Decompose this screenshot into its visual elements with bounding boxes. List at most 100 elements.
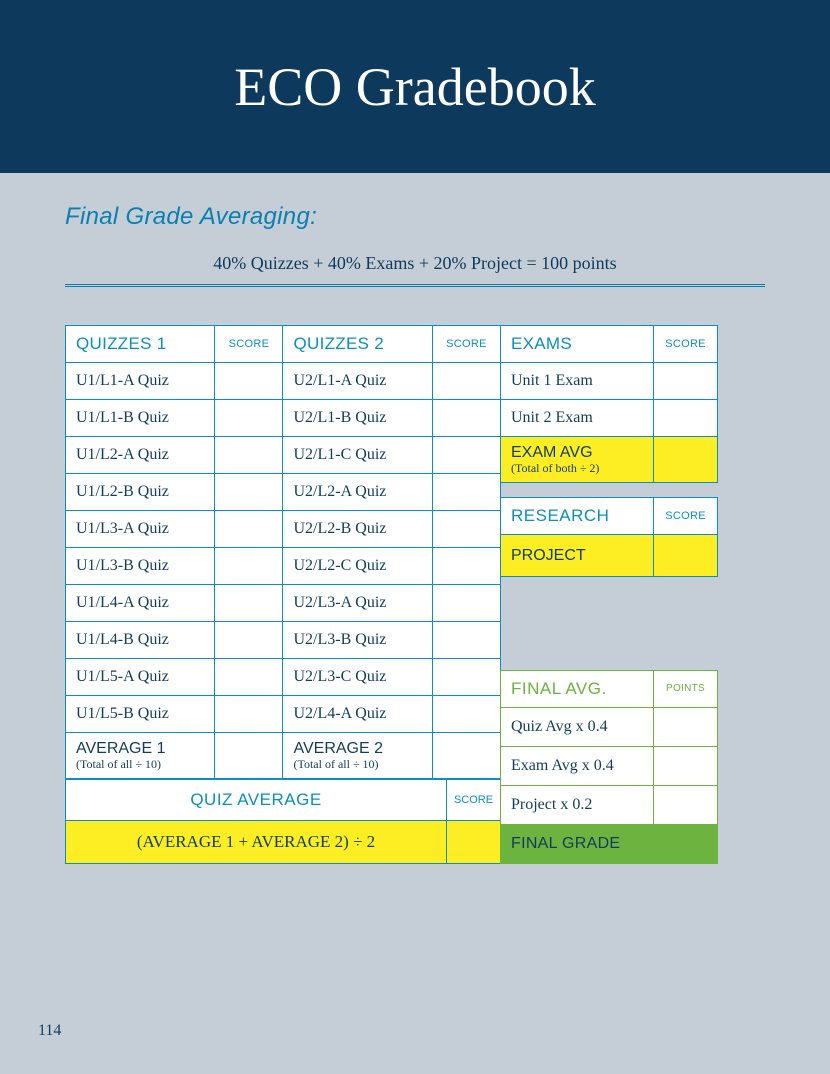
quiz-label: U2/L2-C Quiz [283, 548, 432, 585]
quiz-header-row: QUIZZES 1 SCORE QUIZZES 2 SCORE [66, 326, 501, 363]
score-cell [432, 400, 500, 437]
exam-avg-sub: (Total of both ÷ 2) [511, 462, 643, 475]
average2-label: AVERAGE 2 [293, 740, 383, 757]
quiz-label: U2/L3-B Quiz [283, 622, 432, 659]
quizzes2-header: QUIZZES 2 [283, 326, 432, 363]
quizzes1-header: QUIZZES 1 [66, 326, 215, 363]
exam-block: EXAMS SCORE Unit 1 Exam Unit 2 Exam EXAM… [500, 325, 718, 483]
score-cell [215, 363, 283, 400]
score-cell [215, 696, 283, 733]
score-cell [215, 733, 283, 779]
quiz-label: U2/L2-A Quiz [283, 474, 432, 511]
subtitle: Final Grade Averaging: [65, 203, 765, 231]
project-row: PROJECT [501, 534, 718, 577]
quiz-average-table: QUIZ AVERAGE SCORE (AVERAGE 1 + AVERAGE … [65, 779, 501, 864]
score-cell [432, 733, 500, 779]
score-cell [432, 363, 500, 400]
final-points-header: POINTS [654, 670, 718, 707]
quiz-label: U2/L4-A Quiz [283, 696, 432, 733]
final-avg-table: FINAL AVG. POINTS Quiz Avg x 0.4 Exam Av… [500, 670, 718, 864]
table-row: Unit 1 Exam [501, 363, 718, 400]
average2-sub: (Total of all ÷ 10) [293, 758, 421, 771]
score-cell [432, 622, 500, 659]
left-column: QUIZZES 1 SCORE QUIZZES 2 SCORE U1/L1-A … [65, 325, 501, 864]
page-number: 114 [38, 1022, 61, 1040]
exams-score-header: SCORE [654, 326, 718, 363]
exam-avg-cell: EXAM AVG(Total of both ÷ 2) [501, 437, 654, 483]
score-cell [654, 363, 718, 400]
score-cell [215, 437, 283, 474]
quiz-average-score-header: SCORE [447, 779, 501, 820]
qavg-header-row: QUIZ AVERAGE SCORE [66, 779, 501, 820]
score-cell [432, 511, 500, 548]
quiz-average-header: QUIZ AVERAGE [66, 779, 447, 820]
table-row: U1/L3-A Quiz U2/L2-B Quiz [66, 511, 501, 548]
exam-label: Unit 1 Exam [501, 363, 654, 400]
score-cell [215, 400, 283, 437]
score-cell [447, 820, 501, 863]
table-row: U1/L5-A QuizU2/L3-C Quiz [66, 659, 501, 696]
score-cell [654, 707, 718, 746]
score-cell [432, 437, 500, 474]
quiz-label: U2/L3-A Quiz [283, 585, 432, 622]
quiz-label: U2/L2-B Quiz [283, 511, 432, 548]
quiz-label: U2/L1-A Quiz [283, 363, 432, 400]
quiz-label: U1/L1-A Quiz [66, 363, 215, 400]
score-cell [432, 696, 500, 733]
final-avg-header: FINAL AVG. [501, 670, 654, 707]
table-row: Quiz Avg x 0.4 [501, 707, 718, 746]
quizzes2-score-header: SCORE [432, 326, 500, 363]
table-row: Exam Avg x 0.4 [501, 746, 718, 785]
research-block: RESEARCH SCORE PROJECT [500, 497, 718, 578]
quizzes-table: QUIZZES 1 SCORE QUIZZES 2 SCORE U1/L1-A … [65, 325, 501, 779]
research-header: RESEARCH [501, 497, 654, 534]
score-cell [654, 437, 718, 483]
average2-cell: AVERAGE 2(Total of all ÷ 10) [283, 733, 432, 779]
table-row: U1/L1-A Quiz U2/L1-A Quiz [66, 363, 501, 400]
average-row: AVERAGE 1(Total of all ÷ 10) AVERAGE 2(T… [66, 733, 501, 779]
quizzes1-score-header: SCORE [215, 326, 283, 363]
quiz-label: U1/L3-B Quiz [66, 548, 215, 585]
quiz-average-formula: (AVERAGE 1 + AVERAGE 2) ÷ 2 [66, 820, 447, 863]
table-row: U1/L5-B QuizU2/L4-A Quiz [66, 696, 501, 733]
final-row-label: Project x 0.2 [501, 785, 654, 824]
research-table: RESEARCH SCORE PROJECT [500, 497, 718, 578]
right-column: EXAMS SCORE Unit 1 Exam Unit 2 Exam EXAM… [500, 325, 718, 864]
quiz-label: U1/L3-A Quiz [66, 511, 215, 548]
score-cell [432, 474, 500, 511]
score-cell [215, 474, 283, 511]
exams-table: EXAMS SCORE Unit 1 Exam Unit 2 Exam EXAM… [500, 325, 718, 483]
score-cell [215, 511, 283, 548]
final-grade-row: FINAL GRADE [501, 824, 718, 863]
divider [65, 284, 765, 287]
table-row: U1/L1-B Quiz U2/L1-B Quiz [66, 400, 501, 437]
quiz-label: U1/L5-A Quiz [66, 659, 215, 696]
score-cell [654, 534, 718, 577]
project-label: PROJECT [501, 534, 654, 577]
final-block: FINAL AVG. POINTS Quiz Avg x 0.4 Exam Av… [500, 670, 718, 864]
score-cell [215, 585, 283, 622]
table-row: Project x 0.2 [501, 785, 718, 824]
score-cell [654, 400, 718, 437]
score-cell [215, 548, 283, 585]
table-row: U1/L2-A Quiz U2/L1-C Quiz [66, 437, 501, 474]
exam-avg-label: EXAM AVG [511, 444, 593, 461]
score-cell [432, 548, 500, 585]
quiz-label: U2/L1-C Quiz [283, 437, 432, 474]
score-cell [654, 746, 718, 785]
page-title: ECO Gradebook [234, 56, 595, 118]
grading-formula: 40% Quizzes + 40% Exams + 20% Project = … [65, 253, 765, 274]
quiz-label: U2/L1-B Quiz [283, 400, 432, 437]
score-cell [432, 659, 500, 696]
quiz-label: U1/L1-B Quiz [66, 400, 215, 437]
research-score-header: SCORE [654, 497, 718, 534]
table-row: U1/L3-B Quiz U2/L2-C Quiz [66, 548, 501, 585]
content-area: Final Grade Averaging: 40% Quizzes + 40%… [0, 173, 830, 864]
research-header-row: RESEARCH SCORE [501, 497, 718, 534]
quiz-label: U1/L2-A Quiz [66, 437, 215, 474]
exam-avg-row: EXAM AVG(Total of both ÷ 2) [501, 437, 718, 483]
table-row: U1/L4-A QuizU2/L3-A Quiz [66, 585, 501, 622]
final-row-label: Exam Avg x 0.4 [501, 746, 654, 785]
page-header: ECO Gradebook [0, 0, 830, 173]
score-cell [215, 659, 283, 696]
